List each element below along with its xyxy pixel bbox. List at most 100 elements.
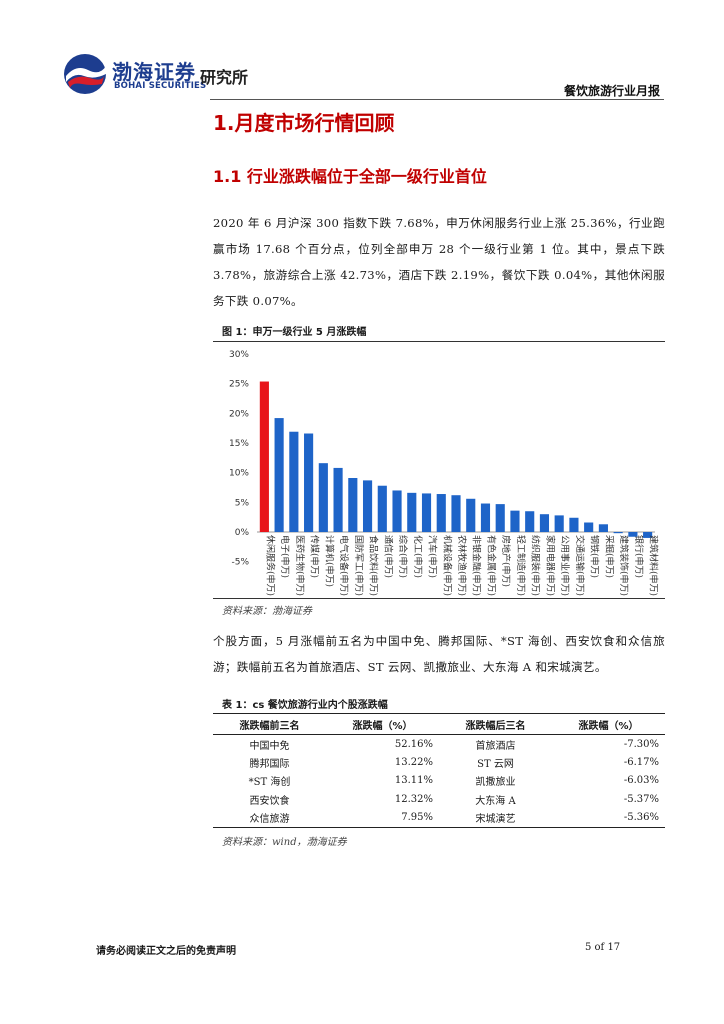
- bar: [554, 515, 564, 532]
- top-stock-name: 中国中免: [249, 740, 290, 752]
- category-label: 建筑材料(申万): [648, 535, 660, 596]
- category-label: 食品饮料(申万): [368, 535, 380, 596]
- report-title: 餐饮旅游行业月报: [563, 84, 660, 98]
- bar: [333, 467, 343, 532]
- bar: [259, 381, 269, 532]
- category-label: 医药生物(申万): [294, 535, 306, 596]
- category-label: 计算机(申万): [323, 535, 335, 587]
- bar: [274, 418, 284, 532]
- category-label: 非银金融(申万): [471, 535, 483, 596]
- bottom-stock-return: -7.30%: [623, 738, 659, 750]
- category-label: 纺织服装(申万): [530, 535, 542, 596]
- category-label: 电子(申万): [279, 535, 291, 578]
- bar: [436, 494, 446, 532]
- bottom-stock-return: -6.03%: [623, 775, 659, 787]
- table-row: 众信旅游 7.95% 宋城演艺 -5.36%: [213, 808, 665, 828]
- header-bottom-returns: 涨跌幅（%）: [552, 713, 665, 735]
- stock-review-paragraph: 个股方面，5 月涨幅前五名为中国中免、腾邦国际、*ST 海创、西安饮食和众信旅游…: [213, 634, 665, 674]
- bar: [348, 478, 358, 532]
- footer-disclaimer: 请务必阅读正文之后的免责声明: [96, 946, 236, 957]
- category-label: 交通运输(申万): [574, 535, 586, 596]
- figure-top-rule: [213, 341, 665, 342]
- logo-english-name: BOHAI SECURITIES: [114, 81, 207, 91]
- category-label: 房地产(申万): [500, 535, 512, 587]
- table-row: 腾邦国际 13.22% ST 云网 -6.17%: [213, 753, 665, 771]
- category-label: 轻工制造(申万): [515, 535, 527, 596]
- category-label: 公用事业(申万): [559, 535, 571, 596]
- category-label: 采掘(申万): [603, 535, 615, 578]
- bar: [525, 511, 535, 532]
- y-tick-label: 0%: [235, 528, 250, 538]
- bar: [318, 463, 328, 532]
- y-tick-label: 20%: [229, 409, 249, 419]
- y-tick-label: 25%: [229, 380, 249, 390]
- category-label: 家用电器(申万): [544, 535, 556, 596]
- table-source: 资料来源：wind，渤海证券: [222, 837, 347, 848]
- bottom-stock-name: ST 云网: [477, 759, 514, 771]
- stock-return-table: 涨跌幅前三名 涨跌幅（%） 涨跌幅后三名 涨跌幅（%） 中国中免 52.16% …: [213, 713, 665, 828]
- category-label: 电气设备(申万): [338, 535, 350, 596]
- category-label: 银行(申万): [633, 535, 645, 578]
- y-tick-label: 5%: [235, 498, 250, 508]
- bottom-stock-name: 大东海 A: [475, 795, 516, 807]
- category-label: 休闲服务(申万): [264, 535, 276, 596]
- top-stock-name: *ST 海创: [248, 777, 291, 789]
- y-tick-label: 30%: [229, 350, 249, 360]
- top-stock-return: 13.22%: [394, 757, 433, 769]
- table-row: 西安饮食 12.32% 大东海 A -5.37%: [213, 790, 665, 808]
- figure-bottom-rule: [213, 598, 665, 599]
- bar: [362, 480, 373, 532]
- logo: 渤海证券 BOHAI SECURITIES 研究所: [62, 52, 272, 98]
- bar: [407, 492, 417, 532]
- bar: [392, 490, 402, 532]
- bottom-stock-name: 凯撒旅业: [475, 777, 516, 789]
- bottom-stock-return: -5.36%: [552, 808, 665, 828]
- y-tick-label: 10%: [229, 469, 249, 479]
- category-label: 化工(申万): [412, 535, 424, 578]
- bar: [628, 532, 638, 537]
- bar: [377, 485, 387, 532]
- bar: [598, 524, 608, 532]
- bar: [584, 522, 594, 532]
- bottom-stock-name: 首旅酒店: [475, 740, 516, 752]
- institute-name: 研究所: [200, 68, 249, 87]
- bar: [495, 504, 505, 532]
- bar: [421, 493, 432, 532]
- bar: [569, 517, 579, 532]
- top-stock-return: 52.16%: [394, 738, 433, 750]
- bar: [539, 514, 550, 532]
- category-label: 综合(申万): [397, 535, 409, 578]
- top-stock-return: 13.11%: [394, 775, 433, 787]
- bar: [451, 495, 461, 532]
- header-bottom-names: 涨跌幅后三名: [439, 713, 552, 735]
- y-tick-label: 15%: [229, 439, 249, 449]
- top-stock-name: 腾邦国际: [249, 759, 290, 771]
- category-label: 机械设备(申万): [441, 535, 453, 596]
- table-title: 表 1：cs 餐饮旅游行业内个股涨跌幅: [222, 700, 388, 711]
- top-stock-name: 西安饮食: [249, 795, 290, 807]
- table-header-row: 涨跌幅前三名 涨跌幅（%） 涨跌幅后三名 涨跌幅（%）: [213, 713, 665, 735]
- header-top-names: 涨跌幅前三名: [213, 713, 326, 735]
- header-top-returns: 涨跌幅（%）: [326, 713, 439, 735]
- bar: [480, 503, 491, 532]
- bottom-stock-name: 宋城演艺: [439, 808, 552, 828]
- bohai-logo-icon: [64, 54, 106, 94]
- bottom-stock-return: -6.17%: [623, 757, 659, 769]
- table-row: 中国中免 52.16% 首旅酒店 -7.30%: [213, 735, 665, 754]
- y-tick-label: -5%: [231, 558, 249, 568]
- market-review-paragraph: 2020 年 6 月沪深 300 指数下跌 7.68%，申万休闲服务行业上涨 2…: [213, 216, 665, 308]
- subsection-heading: 1.1 行业涨跌幅位于全部一级行业首位: [213, 167, 487, 186]
- bar: [466, 498, 476, 532]
- category-label: 农林牧渔(申万): [456, 535, 468, 596]
- category-label: 钢铁(申万): [589, 535, 601, 578]
- bar: [510, 510, 520, 532]
- category-label: 汽车(申万): [427, 535, 439, 578]
- bar: [643, 532, 653, 538]
- category-label: 国防军工(申万): [353, 535, 365, 596]
- table-row: *ST 海创 13.11% 凯撒旅业 -6.03%: [213, 772, 665, 790]
- figure-title: 图 1：申万一级行业 5 月涨跌幅: [222, 327, 367, 338]
- bottom-stock-return: -5.37%: [623, 793, 659, 805]
- section-heading: 1.月度市场行情回顾: [213, 111, 395, 135]
- top-stock-name: 众信旅游: [213, 808, 326, 828]
- bar: [304, 433, 314, 532]
